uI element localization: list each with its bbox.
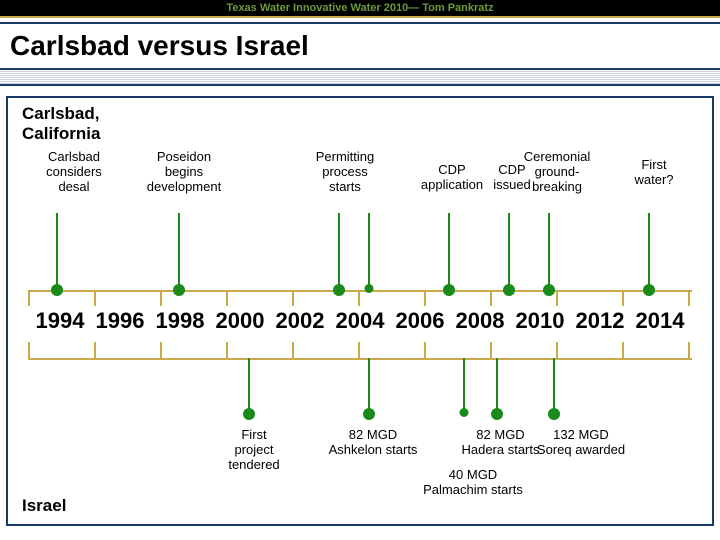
year-label: 2012 <box>570 308 630 334</box>
event-label: 40 MGD Palmachim starts <box>408 468 538 498</box>
event-label: Ceremonial ground- breaking <box>512 150 602 195</box>
subtitle-israel: Israel <box>22 496 66 516</box>
year-label: 1994 <box>30 308 90 334</box>
event-connector <box>338 213 340 290</box>
axis-tick <box>622 342 624 358</box>
year-label: 2006 <box>390 308 450 334</box>
axis-tick <box>28 290 30 306</box>
event-connector <box>463 358 465 414</box>
axis-line <box>28 290 692 292</box>
event-dot <box>503 284 515 296</box>
header-bar: Texas Water Innovative Water 2010— Tom P… <box>0 0 720 18</box>
year-label: 1998 <box>150 308 210 334</box>
year-label: 2002 <box>270 308 330 334</box>
axis-tick <box>358 290 360 306</box>
subtitle-carlsbad: Carlsbad, California <box>22 104 100 144</box>
event-label: Permitting process starts <box>300 150 390 195</box>
event-dot <box>333 284 345 296</box>
axis-tick <box>424 290 426 306</box>
axis-tick <box>490 342 492 358</box>
event-dot <box>543 284 555 296</box>
event-label: First water? <box>624 158 684 188</box>
year-label: 1996 <box>90 308 150 334</box>
year-label: 2000 <box>210 308 270 334</box>
year-label: 2008 <box>450 308 510 334</box>
event-connector <box>248 358 250 414</box>
axis-tick <box>688 342 690 358</box>
year-row: 1994199619982000200220042006200820102012… <box>30 308 690 334</box>
axis-tick <box>358 342 360 358</box>
event-connector <box>548 213 550 290</box>
event-label: First project tendered <box>214 428 294 473</box>
axis-tick <box>160 342 162 358</box>
event-dot <box>460 408 469 417</box>
axis-tick <box>226 290 228 306</box>
content-frame: Carlsbad, California Israel 199419961998… <box>6 96 714 526</box>
axis-tick <box>292 290 294 306</box>
axis-tick <box>622 290 624 306</box>
event-connector <box>648 213 650 290</box>
page-title: Carlsbad versus Israel <box>10 30 710 62</box>
event-connector <box>553 358 555 414</box>
event-connector <box>496 358 498 414</box>
axis-tick <box>160 290 162 306</box>
event-label: 82 MGD Ashkelon starts <box>318 428 428 458</box>
title-underline <box>0 70 720 86</box>
axis-tick <box>424 342 426 358</box>
axis-tick <box>94 290 96 306</box>
event-dot <box>365 284 374 293</box>
event-dot <box>491 408 503 420</box>
event-connector <box>448 213 450 290</box>
event-label: 132 MGD Soreq awarded <box>526 428 636 458</box>
event-connector <box>368 358 370 414</box>
event-connector <box>368 213 370 290</box>
axis-tick <box>490 290 492 306</box>
axis-tick <box>28 342 30 358</box>
event-connector <box>56 213 58 290</box>
event-dot <box>173 284 185 296</box>
axis-tick <box>94 342 96 358</box>
event-dot <box>243 408 255 420</box>
event-dot <box>548 408 560 420</box>
year-label: 2010 <box>510 308 570 334</box>
event-label: Carlsbad considers desal <box>34 150 114 195</box>
axis-tick <box>688 290 690 306</box>
event-dot <box>51 284 63 296</box>
axis-tick <box>226 342 228 358</box>
event-connector <box>508 213 510 290</box>
axis-line <box>28 358 692 360</box>
event-dot <box>363 408 375 420</box>
title-container: Carlsbad versus Israel <box>0 22 720 70</box>
event-label: Poseidon begins development <box>134 150 234 195</box>
year-label: 2014 <box>630 308 690 334</box>
event-dot <box>443 284 455 296</box>
event-label: CDP application <box>412 163 492 193</box>
axis-tick <box>556 342 558 358</box>
year-label: 2004 <box>330 308 390 334</box>
event-connector <box>178 213 180 290</box>
event-dot <box>643 284 655 296</box>
axis-tick <box>292 342 294 358</box>
axis-tick <box>556 290 558 306</box>
